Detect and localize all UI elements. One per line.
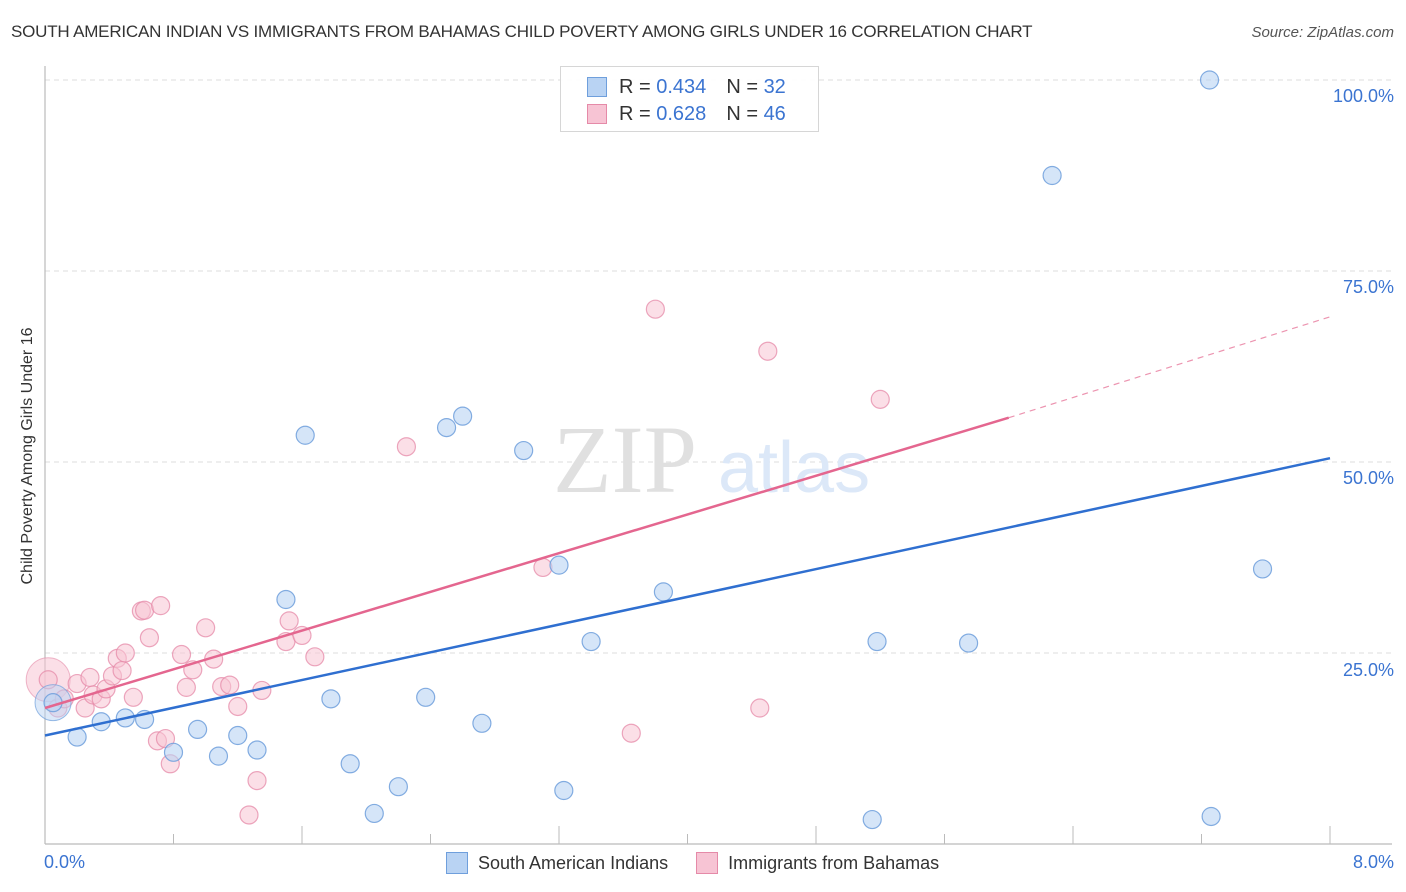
- y-tick-25: 25.0%: [1342, 660, 1394, 680]
- data-point: [176, 677, 196, 697]
- data-point: [1199, 70, 1220, 90]
- y-tick-50: 50.0%: [1342, 468, 1394, 488]
- data-point: [653, 582, 674, 602]
- n-value: 32: [763, 75, 786, 98]
- y-tick-100: 100.0%: [1332, 86, 1394, 106]
- n-label: N =: [726, 102, 758, 125]
- data-point: [171, 644, 192, 665]
- r-value: 0.434: [656, 75, 707, 98]
- data-point: [123, 687, 143, 707]
- stats-legend: R = 0.434 N = 32 R = 0.628 N = 46: [560, 66, 819, 132]
- data-point: [416, 687, 436, 707]
- trend-line-blue: [44, 456, 1331, 737]
- legend-label: Immigrants from Bahamas: [728, 852, 940, 873]
- r-value: 0.628: [656, 102, 707, 125]
- trend-lines: [44, 316, 1331, 737]
- watermark-zip: ZIP: [553, 406, 697, 513]
- data-point: [208, 746, 229, 766]
- data-point: [750, 698, 770, 718]
- data-point: [321, 689, 341, 709]
- data-point: [758, 341, 778, 361]
- data-point: [115, 643, 135, 663]
- data-point: [388, 777, 408, 797]
- data-point: [1201, 806, 1221, 827]
- y-tick-75: 75.0%: [1342, 277, 1394, 297]
- data-point: [436, 418, 457, 438]
- data-point: [581, 631, 601, 652]
- data-point: [134, 600, 155, 620]
- data-point: [958, 633, 979, 653]
- data-point: [396, 437, 417, 457]
- data-point: [514, 440, 534, 461]
- data-point: [112, 660, 132, 681]
- data-point: [645, 299, 665, 319]
- data-point: [870, 389, 890, 409]
- legend-label: South American Indians: [478, 852, 669, 873]
- pink-swatch-icon: [696, 852, 719, 874]
- data-point: [247, 770, 267, 791]
- data-point: [279, 611, 299, 631]
- data-point: [554, 780, 574, 801]
- data-point: [305, 647, 325, 667]
- legend-item-south-american-indians[interactable]: South American Indians: [446, 852, 668, 874]
- data-point: [295, 425, 315, 445]
- gridlines: [45, 79, 1392, 654]
- series-south-american-indians-points: [34, 70, 1273, 830]
- trend-line-pink: [44, 416, 1010, 710]
- data-point: [228, 696, 248, 717]
- n-label: N =: [726, 75, 758, 98]
- data-point: [139, 628, 160, 648]
- series-bahamas-points: [25, 299, 890, 825]
- data-point: [247, 740, 267, 760]
- x-tick-min: 0.0%: [44, 852, 86, 872]
- watermark: ZIP atlas: [553, 406, 870, 513]
- watermark-atlas: atlas: [718, 428, 870, 508]
- data-point: [1042, 165, 1062, 186]
- data-point: [220, 675, 240, 695]
- pink-swatch-icon: [587, 104, 607, 124]
- data-point: [364, 803, 384, 824]
- data-point: [867, 631, 887, 652]
- data-point: [228, 725, 248, 746]
- blue-swatch-icon: [446, 852, 468, 874]
- legend-row-pink: R = 0.628 N = 46: [587, 102, 786, 126]
- legend-row-blue: R = 0.434 N = 32: [587, 75, 786, 99]
- y-axis-label: Child Poverty Among Girls Under 16: [19, 327, 36, 585]
- x-tick-max: 8.0%: [1352, 852, 1394, 872]
- data-point: [187, 719, 208, 740]
- data-point: [276, 589, 296, 610]
- data-point: [862, 809, 882, 830]
- data-point: [453, 406, 473, 426]
- r-label: R =: [619, 75, 651, 98]
- legend-item-immigrants-from-bahamas[interactable]: Immigrants from Bahamas: [696, 852, 939, 874]
- data-point: [621, 723, 641, 743]
- data-point: [549, 555, 569, 575]
- r-label: R =: [619, 102, 651, 125]
- chart-title: SOUTH AMERICAN INDIAN VS IMMIGRANTS FROM…: [11, 22, 1033, 41]
- series-legend: South American Indians Immigrants from B…: [446, 852, 967, 874]
- data-point: [239, 805, 259, 825]
- blue-swatch-icon: [587, 77, 607, 97]
- data-point: [340, 754, 360, 774]
- data-point: [163, 742, 184, 762]
- data-point: [196, 618, 216, 638]
- n-value: 46: [763, 102, 786, 125]
- data-point: [80, 667, 100, 688]
- data-point: [472, 713, 492, 733]
- data-point: [1252, 559, 1273, 579]
- trend-line-pink-extension: [1008, 316, 1331, 419]
- source-label: Source: ZipAtlas.com: [1251, 24, 1394, 41]
- data-point: [151, 596, 171, 616]
